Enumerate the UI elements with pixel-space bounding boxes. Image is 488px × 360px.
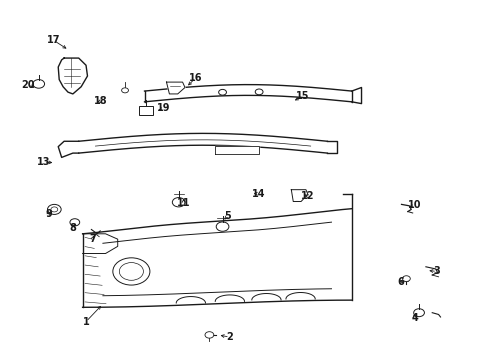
Circle shape <box>51 207 58 212</box>
Text: 8: 8 <box>69 224 76 233</box>
Polygon shape <box>166 82 184 94</box>
Circle shape <box>119 262 143 280</box>
Text: 13: 13 <box>37 157 50 167</box>
Text: 9: 9 <box>45 209 52 219</box>
Text: 4: 4 <box>411 313 418 323</box>
Text: 2: 2 <box>226 332 233 342</box>
Circle shape <box>218 89 226 95</box>
Text: 7: 7 <box>89 234 96 244</box>
Circle shape <box>122 88 128 93</box>
Circle shape <box>113 258 150 285</box>
Text: 19: 19 <box>157 103 170 113</box>
Circle shape <box>47 204 61 215</box>
Circle shape <box>255 89 263 95</box>
FancyBboxPatch shape <box>139 106 153 115</box>
Polygon shape <box>58 58 87 94</box>
Text: 1: 1 <box>82 317 89 327</box>
Text: 18: 18 <box>94 96 107 106</box>
Polygon shape <box>291 190 307 202</box>
Text: 11: 11 <box>177 198 190 208</box>
Circle shape <box>402 276 409 282</box>
Text: 16: 16 <box>188 73 202 83</box>
Text: 3: 3 <box>433 266 440 276</box>
Text: 5: 5 <box>224 211 230 221</box>
Circle shape <box>216 222 228 231</box>
Polygon shape <box>58 141 79 157</box>
Text: 12: 12 <box>301 191 314 201</box>
Circle shape <box>70 219 80 226</box>
Circle shape <box>204 332 213 338</box>
Circle shape <box>413 309 424 317</box>
Text: 20: 20 <box>20 80 34 90</box>
Text: 17: 17 <box>46 35 60 45</box>
Text: 6: 6 <box>396 277 403 287</box>
Text: 14: 14 <box>252 189 265 199</box>
Text: 10: 10 <box>407 200 421 210</box>
Circle shape <box>172 198 184 207</box>
Text: 15: 15 <box>296 91 309 101</box>
Circle shape <box>33 80 44 88</box>
